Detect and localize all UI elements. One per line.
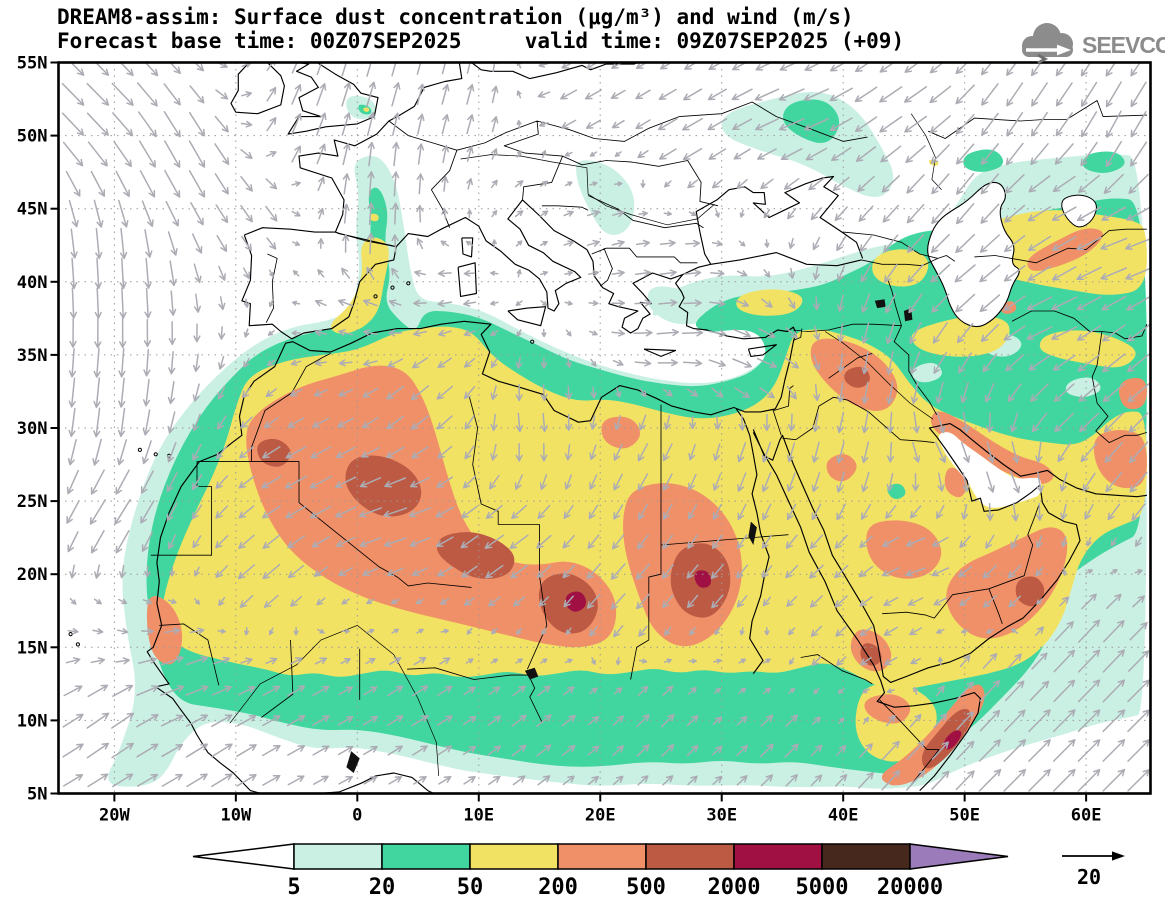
lon-tick-label: 30E bbox=[706, 806, 737, 826]
rivers bbox=[229, 113, 942, 777]
colorbar-segment bbox=[821, 843, 911, 870]
dust-region bbox=[783, 99, 840, 144]
caspian-sea bbox=[927, 181, 1020, 328]
dust-region bbox=[384, 648, 394, 658]
dust-region bbox=[576, 160, 635, 236]
dust-region bbox=[246, 365, 617, 648]
lon-tick-label: 10W bbox=[220, 806, 251, 826]
country-borders bbox=[150, 100, 1148, 785]
dust-region bbox=[860, 643, 882, 666]
colorbar-value-label: 5000 bbox=[796, 875, 849, 900]
colorbar-segment bbox=[293, 843, 383, 870]
wind-ref-arrowhead-icon bbox=[1112, 851, 1125, 861]
lat-tick-label: 25N bbox=[17, 492, 48, 512]
island bbox=[530, 339, 535, 344]
lat-tick-label: 55N bbox=[17, 54, 48, 74]
lon-tick-label: 20W bbox=[99, 806, 130, 826]
dust-region bbox=[436, 532, 515, 579]
wind-arrows bbox=[61, 62, 1151, 792]
lat-tick-label: 15N bbox=[17, 638, 48, 658]
lat-tick-label: 40N bbox=[17, 273, 48, 293]
colorbar-value-label: 200 bbox=[538, 875, 578, 900]
lon-tick-label: 0 bbox=[352, 806, 362, 826]
colorbar-value-label: 2000 bbox=[708, 875, 761, 900]
chart-subtitle: Forecast base time: 00Z07SEP2025 valid t… bbox=[57, 29, 905, 53]
colorbar-value-label: 20000 bbox=[877, 875, 943, 900]
dust-region bbox=[257, 438, 291, 467]
map-axes: 55N 50N 45N 40N 35N 30N 25N 20N 15N 10N 5N 20W 10W 0 1… bbox=[17, 54, 1152, 826]
cloud-arrow-icon bbox=[1022, 23, 1073, 65]
colorbar-left-arrow bbox=[192, 843, 295, 870]
dust-region bbox=[565, 591, 587, 612]
dust-region bbox=[146, 596, 183, 665]
dust-field bbox=[58, 62, 1151, 794]
island bbox=[390, 285, 395, 290]
dust-region bbox=[963, 149, 1004, 172]
lat-tick-label: 10N bbox=[17, 711, 48, 731]
dust-region bbox=[872, 249, 929, 287]
lon-tick-label: 50E bbox=[949, 806, 980, 826]
colorbar-value-label: 500 bbox=[626, 875, 666, 900]
colorbar-value-label: 5 bbox=[287, 875, 300, 900]
dust-region bbox=[1082, 151, 1125, 173]
dust-region bbox=[911, 315, 1010, 357]
dust-region bbox=[647, 286, 718, 325]
lat-tick-label: 5N bbox=[27, 785, 47, 805]
lake bbox=[524, 667, 539, 680]
colorbar-value-label: 50 bbox=[457, 875, 484, 900]
logo-text: SEEVCCC bbox=[1082, 32, 1165, 58]
colorbar-segment bbox=[469, 843, 559, 870]
dust-region bbox=[330, 237, 389, 334]
dust-region bbox=[1119, 377, 1147, 410]
island bbox=[373, 294, 378, 299]
lat-tick-label: 20N bbox=[17, 565, 48, 585]
lake bbox=[874, 299, 886, 309]
island bbox=[75, 642, 80, 647]
dust-region bbox=[363, 107, 370, 112]
dust-region bbox=[1065, 377, 1101, 398]
wind-ref-label: 20 bbox=[1077, 865, 1101, 889]
colorbar-value-label: 20 bbox=[369, 875, 396, 900]
dust-region bbox=[944, 467, 967, 498]
island bbox=[406, 281, 411, 286]
lat-tick-label: 35N bbox=[17, 346, 48, 366]
coastlines bbox=[146, 62, 1147, 794]
colorbar-segment bbox=[645, 843, 735, 870]
dust-region bbox=[1015, 576, 1045, 607]
dust-region bbox=[694, 570, 711, 588]
lon-tick-label: 60E bbox=[1071, 806, 1102, 826]
lake bbox=[346, 751, 360, 773]
colorbar-segment bbox=[381, 843, 471, 870]
island bbox=[137, 447, 143, 452]
lat-tick-label: 50N bbox=[17, 127, 48, 147]
dust-region bbox=[1093, 430, 1147, 489]
map-interior bbox=[58, 62, 1151, 794]
dust-region bbox=[930, 411, 1054, 484]
dust-region bbox=[826, 454, 857, 482]
lat-tick-label: 30N bbox=[17, 419, 48, 439]
dust-region bbox=[866, 520, 942, 579]
lat-tick-label: 45N bbox=[17, 200, 48, 220]
island bbox=[68, 632, 73, 637]
lon-tick-label: 40E bbox=[828, 806, 859, 826]
lake bbox=[748, 521, 757, 545]
dust-region bbox=[864, 694, 911, 724]
seevccc-logo: SEEVCCC bbox=[1022, 23, 1165, 65]
colorbar-right-arrow bbox=[909, 843, 1009, 870]
lon-tick-label: 20E bbox=[585, 806, 616, 826]
wind-reference: 20 bbox=[1062, 851, 1125, 889]
dust-region bbox=[1039, 330, 1136, 368]
dust-region bbox=[369, 213, 379, 222]
dust-region bbox=[946, 527, 1068, 639]
chart-title: DREAM8-assim: Surface dust concentration… bbox=[57, 5, 854, 29]
colorbar-segment bbox=[733, 843, 823, 870]
colorbar-segment bbox=[557, 843, 647, 870]
colorbar: 5 20 50 200 500 2000 5000 20000 bbox=[192, 843, 1009, 900]
lon-tick-label: 10E bbox=[463, 806, 494, 826]
island bbox=[153, 452, 158, 457]
dust-region bbox=[601, 416, 641, 449]
